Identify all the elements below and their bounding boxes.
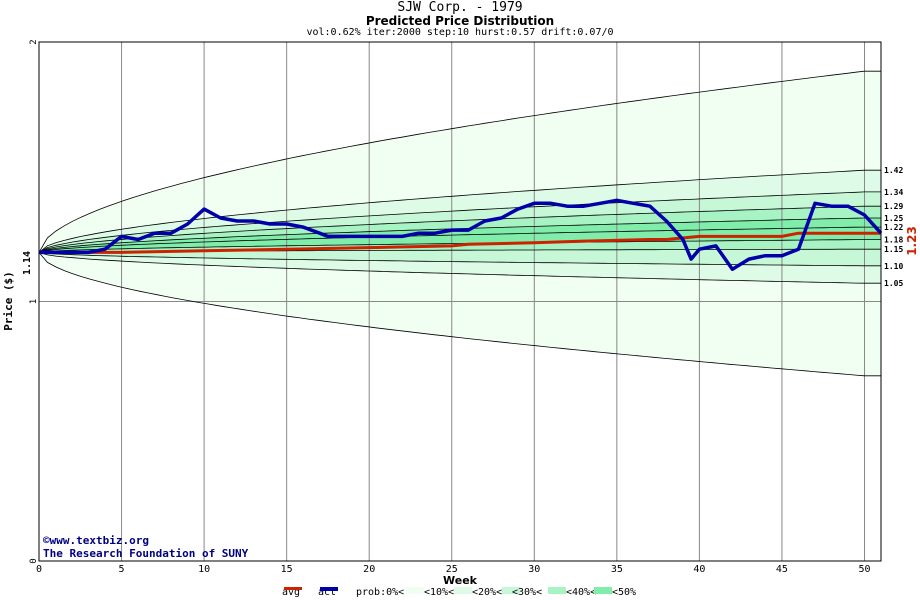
x-tick-labels: 0 5 10 15 20 25 30 35 40 45 50: [36, 564, 871, 575]
simulation-params: vol:0.62% iter:2000 step:10 hurst:0.57 d…: [306, 27, 614, 38]
band-end-label-2: 1.29: [884, 202, 903, 211]
band-boundary-0: [38, 70, 881, 253]
x-tick-0: 0: [36, 564, 42, 575]
legend-prob: prob:0%<: [356, 587, 405, 598]
legend-band-40-label: <40%<: [566, 587, 597, 598]
legend-band-30-label: <30%<: [512, 587, 543, 598]
x-tick-15: 15: [281, 564, 293, 575]
band-boundary-9: [38, 252, 881, 284]
probability-band-0: [39, 71, 881, 253]
band-end-label-6: 1.15: [884, 245, 903, 254]
x-tick-35: 35: [611, 564, 623, 575]
plot-frame: [38, 41, 882, 562]
probability-band-3: [39, 206, 881, 253]
band-end-label-1: 1.34: [884, 188, 903, 197]
band-end-label-0: 1.42: [884, 166, 903, 175]
band-boundary-10: [38, 252, 881, 377]
avg-series: [39, 231, 881, 254]
legend-act-swatch: [320, 587, 338, 591]
band-end-label-5: 1.18: [884, 236, 903, 245]
probability-band-2: [39, 191, 881, 253]
chart-title: SJW Corp. - 1979: [397, 0, 523, 15]
start-price-label: 1.14: [22, 251, 33, 275]
avg-line: [39, 231, 881, 254]
band-boundary-6: [38, 239, 881, 253]
legend-band-0-swatch: [406, 587, 424, 594]
copyright-notice: ©www.textbiz.org The Research Foundation…: [43, 534, 248, 560]
probability-band-7: [39, 249, 881, 266]
band-boundary-1: [38, 169, 881, 253]
legend-band-30-swatch: [548, 587, 566, 594]
legend-band-10-label: <10%<: [424, 587, 455, 598]
y-tick-labels: 0 1 2: [29, 39, 39, 563]
band-boundary-5: [38, 226, 881, 253]
probability-band-9: [39, 252, 881, 376]
legend: avg act prob:0%< <10%< <20%< <30%< <40%<…: [0, 587, 920, 600]
x-tick-20: 20: [363, 564, 375, 575]
x-tick-40: 40: [693, 564, 705, 575]
y-tick-1: 1: [29, 299, 39, 304]
probability-band-8: [39, 252, 881, 284]
legend-act-label: act: [318, 587, 337, 598]
x-tick-30: 30: [528, 564, 540, 575]
probability-band-1: [39, 170, 881, 253]
legend-avg-swatch: [284, 587, 302, 590]
copyright-line-2: The Research Foundation of SUNY: [43, 547, 249, 560]
band-end-label-7: 1.10: [884, 262, 903, 271]
band-end-label-8: 1.05: [884, 279, 903, 288]
end-price-label: 1.23: [905, 226, 919, 256]
legend-band-20-swatch: [502, 587, 520, 594]
x-tick-50: 50: [858, 564, 870, 575]
band-end-label-3: 1.25: [884, 214, 903, 223]
y-tick-2: 2: [29, 39, 39, 44]
x-tick-10: 10: [198, 564, 210, 575]
x-tick-45: 45: [776, 564, 788, 575]
legend-band-40-swatch: [594, 587, 612, 594]
y-tick-0: 0: [29, 558, 39, 563]
band-boundary-3: [38, 205, 881, 253]
legend-avg-label: avg: [282, 587, 301, 598]
act-line: [39, 198, 883, 271]
chart-subtitle: Predicted Price Distribution: [365, 14, 555, 28]
copyright-line-1: ©www.textbiz.org: [43, 534, 149, 547]
legend-band-10-swatch: [454, 587, 472, 594]
band-end-labels: 1.42 1.34 1.29 1.251.22 1.181.15 1.10 1.05: [884, 166, 903, 288]
x-tick-25: 25: [446, 564, 458, 575]
x-tick-5: 5: [119, 564, 125, 575]
x-axis-label: Week: [443, 574, 478, 587]
legend-band-50-label: <50%: [612, 587, 637, 598]
y-axis-label: Price ($): [2, 271, 15, 331]
band-end-label-4: 1.22: [884, 223, 903, 232]
act-series: [39, 198, 883, 271]
legend-band-20-label: <20%<: [472, 587, 503, 598]
